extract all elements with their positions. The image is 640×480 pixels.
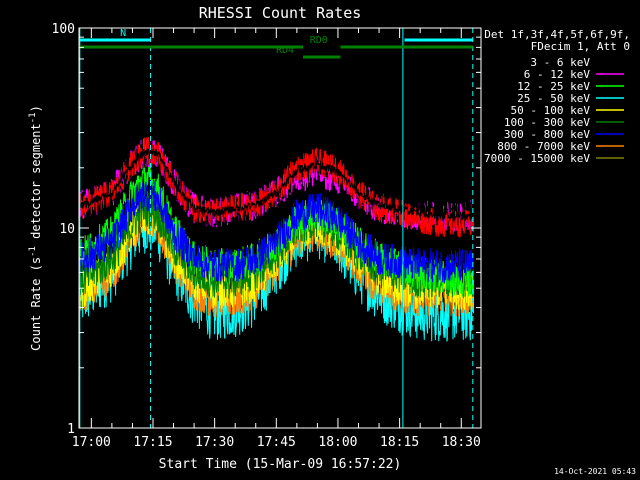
y-axis-label-part1: Count Rate (s (29, 257, 43, 351)
legend-label-2: 12 - 25 keV (517, 80, 590, 93)
state-bar-label-3: RD4 (276, 45, 294, 56)
data-series-group (79, 137, 475, 342)
legend-label-1: 6 - 12 keV (524, 68, 591, 81)
y-axis-label: Count Rate (s-1 detector segment-1) (28, 105, 43, 351)
series-line-6 (79, 180, 475, 283)
x-tick-label-4: 18:00 (318, 435, 357, 450)
legend: Det 1f,3f,4f,5f,6f,9f,FDecim 1, Att 0 3 -… (484, 28, 630, 165)
state-bar-label-2: RD0 (310, 35, 328, 46)
legend-header-0: Det 1f,3f,4f,5f,6f,9f, (484, 28, 630, 41)
legend-label-3: 25 - 50 keV (517, 92, 590, 105)
chart-title: RHESSI Count Rates (199, 4, 362, 22)
y-tick-label-1: 10 (59, 222, 75, 237)
y-axis-label-sup2: -1 (28, 112, 38, 123)
timestamp-label: 14-Oct-2021 05:43 (554, 467, 636, 476)
x-tick-label-2: 17:30 (195, 435, 234, 450)
legend-label-4: 50 - 100 keV (511, 104, 591, 117)
y-axis-label-part2: detector segment (29, 123, 43, 246)
x-tick-label-3: 17:45 (257, 435, 296, 450)
x-axis-label: Start Time (15-Mar-09 16:57:22) (159, 457, 402, 472)
legend-label-0: 3 - 6 keV (530, 56, 590, 69)
x-tick-label-5: 18:15 (380, 435, 419, 450)
legend-header-1: FDecim 1, Att 0 (531, 40, 630, 53)
x-tick-label-1: 17:15 (133, 435, 172, 450)
x-tick-label-0: 17:00 (72, 435, 111, 450)
plot-axes: 1 10 100 17:00 17:15 17:30 17:45 18:00 18:15 18:3… (52, 22, 482, 450)
x-tick-label-6: 18:30 (442, 435, 481, 450)
legend-label-6: 300 - 800 keV (504, 128, 590, 141)
y-tick-label-2: 100 (52, 22, 75, 37)
legend-label-8: 7000 - 15000 keV (484, 152, 590, 165)
legend-label-5: 100 - 300 keV (504, 116, 590, 129)
y-axis-label-sup1: -1 (28, 246, 38, 257)
y-axis-label-part3: ) (29, 105, 43, 112)
legend-label-7: 800 - 7000 keV (497, 140, 590, 153)
series-line-0-top (79, 147, 475, 222)
y-tick-label-0: 1 (67, 422, 75, 437)
state-bar-label-0: N (120, 28, 126, 39)
